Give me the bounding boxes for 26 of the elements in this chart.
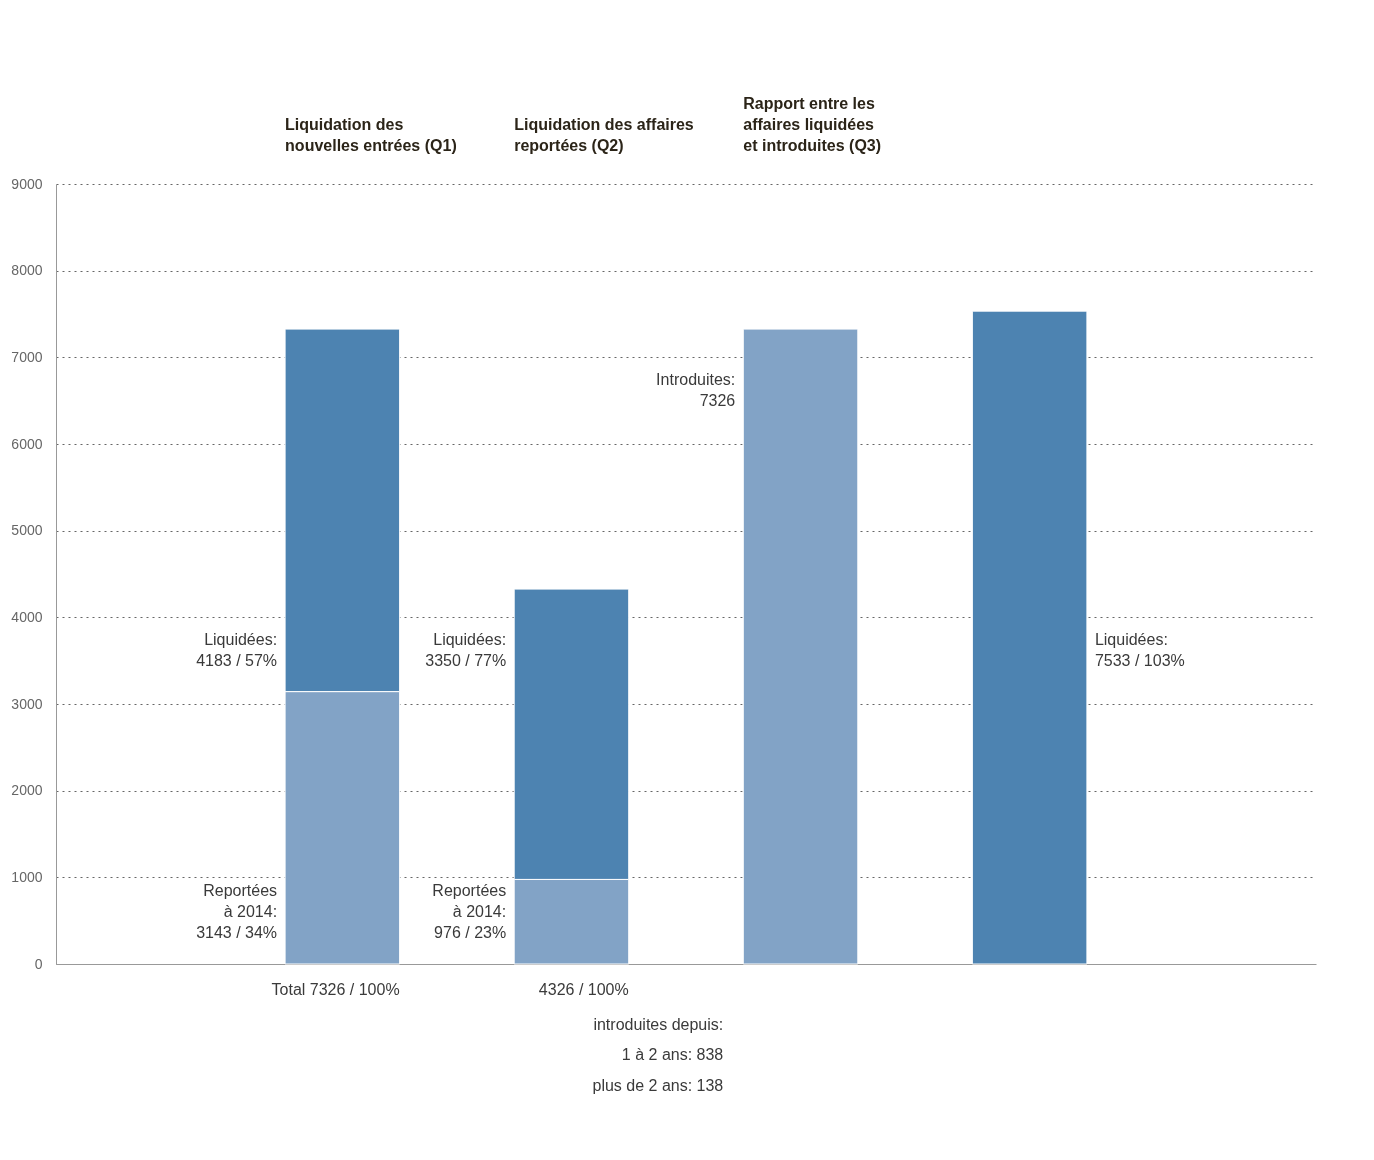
text: Rapport entre les affaires liquidées et introduites (Q3) — [743, 94, 882, 154]
annotation: Liquidées: 7533 / 103% — [1094, 631, 1185, 670]
annotation: Liquidées: 3350 / 77% — [425, 631, 507, 670]
y-tick-label: 8000 — [11, 262, 43, 279]
y-tick-label: 0 — [34, 955, 43, 972]
bar — [971, 310, 1088, 965]
y-tick-label: 3000 — [11, 695, 43, 712]
text: 1 à 2 ans: 838 — [621, 1046, 724, 1064]
y-tick-label: 9000 — [11, 175, 43, 192]
y-tick-label: 4000 — [11, 608, 43, 625]
y-tick-label: 2000 — [11, 782, 43, 799]
text: plus de 2 ans: 138 — [592, 1076, 724, 1094]
y-tick-label: 5000 — [11, 522, 43, 539]
text: Liquidation des nouvelles entrées (Q1) — [285, 116, 457, 155]
annotation: Introduites: 7326 — [656, 371, 736, 410]
text: introduites depuis: — [593, 1015, 724, 1033]
text: 4326 / 100% — [538, 981, 629, 999]
annotation: Reportées à 2014: 976 / 23% — [432, 882, 507, 942]
y-tick-label: 6000 — [11, 435, 43, 452]
annotation: Liquidées: 4183 / 57% — [196, 631, 278, 670]
y-tick-label: 7000 — [11, 348, 43, 365]
y-tick-label: 1000 — [11, 868, 43, 885]
bar — [742, 328, 859, 965]
text: Total 7326 / 100% — [271, 981, 400, 999]
annotation: Reportées à 2014: 3143 / 34% — [196, 882, 278, 942]
text: Liquidation des affaires reportées (Q2) — [514, 116, 694, 155]
